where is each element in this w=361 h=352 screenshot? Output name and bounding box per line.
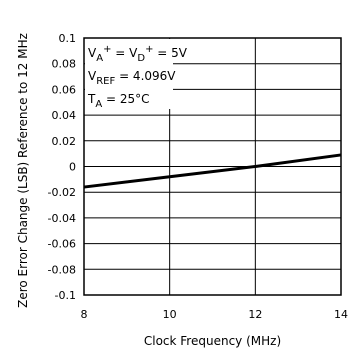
annotation-background	[85, 39, 173, 109]
x-axis-label: Clock Frequency (MHz)	[144, 334, 281, 348]
y-tick-label: -0.06	[48, 238, 76, 251]
series-line	[83, 153, 342, 189]
x-tick-label: 14	[334, 308, 348, 321]
y-tick-label: 0.04	[52, 109, 77, 122]
series-layer	[83, 153, 342, 189]
annotation-text: = V	[111, 46, 138, 60]
annotation-subscript: A	[95, 99, 102, 110]
y-tick-label: 0.02	[52, 135, 77, 148]
annotation-line: TA = 25°C	[87, 92, 150, 110]
y-tick-label: 0.08	[52, 58, 77, 71]
annotation-text: = 25°C	[102, 92, 149, 106]
y-tick-label: -0.1	[55, 289, 76, 302]
annotation-text: = 4.096V	[115, 69, 176, 83]
annotation-text: V	[88, 46, 97, 60]
annotation-text: V	[88, 69, 97, 83]
annotation-superscript: +	[145, 44, 153, 55]
y-tick-label: 0.1	[59, 32, 77, 45]
annotation-subscript: REF	[96, 76, 115, 87]
annotation-line: VREF = 4.096V	[88, 69, 176, 87]
y-tick-label: 0.06	[52, 83, 77, 96]
y-axis-label: Zero Error Change (LSB) Reference to 12 …	[16, 33, 30, 308]
x-tick-label: 12	[248, 308, 262, 321]
annotation-text: T	[87, 92, 96, 106]
y-tick-label: -0.08	[48, 263, 76, 276]
y-tick-label: -0.04	[48, 212, 76, 225]
annotation-superscript: +	[103, 44, 111, 55]
y-tick-label: -0.02	[48, 186, 76, 199]
y-tick-label: 0	[69, 161, 76, 174]
y-tick-labels: 0.1 0.08 0.06 0.04 0.02 0 -0.02 -0.04 -0.06 -0.08…	[48, 32, 76, 302]
x-tick-labels: 8 10 12 14	[81, 308, 349, 321]
annotation-subscript: A	[96, 53, 103, 64]
x-tick-label: 10	[163, 308, 177, 321]
annotation-line: VA+ = VD+ = 5V	[88, 44, 188, 64]
plot-frame	[83, 37, 342, 296]
annotation-text: = 5V	[153, 46, 187, 60]
annotation-subscript: D	[137, 53, 145, 64]
x-tick-label: 8	[81, 308, 88, 321]
